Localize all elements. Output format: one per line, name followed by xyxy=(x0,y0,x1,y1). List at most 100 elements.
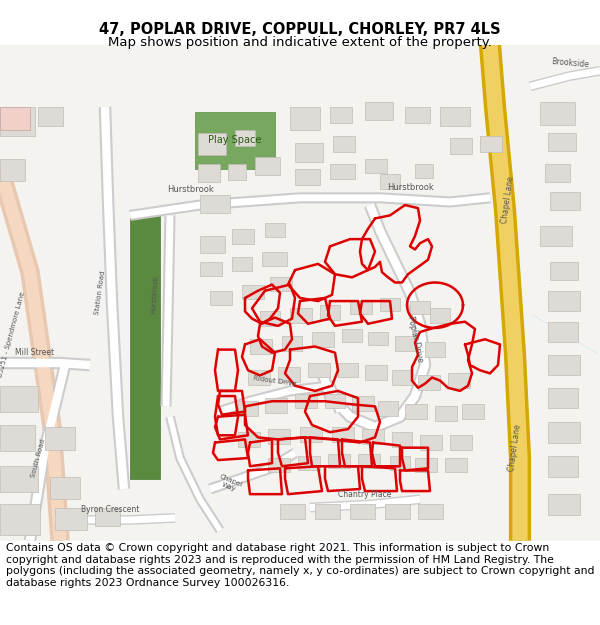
Bar xyxy=(238,401,258,416)
Bar xyxy=(548,132,576,151)
Bar xyxy=(358,454,380,468)
Bar xyxy=(248,370,270,385)
Bar xyxy=(282,336,302,351)
Bar xyxy=(365,159,387,173)
Bar xyxy=(290,308,312,322)
Bar xyxy=(265,398,287,412)
Bar xyxy=(385,504,410,519)
Bar xyxy=(548,456,578,477)
Bar xyxy=(435,406,457,421)
Bar xyxy=(290,107,320,129)
Text: Station Road: Station Road xyxy=(94,271,106,315)
Bar xyxy=(45,427,75,450)
Bar xyxy=(268,429,290,444)
Bar xyxy=(365,365,387,379)
Bar xyxy=(255,156,280,175)
Bar xyxy=(395,336,415,351)
Bar xyxy=(268,458,290,472)
Bar xyxy=(0,386,38,411)
Bar xyxy=(38,107,63,126)
Bar xyxy=(338,363,358,378)
Bar xyxy=(548,291,580,311)
Bar xyxy=(548,494,580,515)
Bar xyxy=(410,301,430,314)
Text: Play Space: Play Space xyxy=(208,135,262,145)
Bar xyxy=(262,251,287,266)
Bar xyxy=(300,427,322,441)
Text: 47, POPLAR DRIVE, COPPULL, CHORLEY, PR7 4LS: 47, POPLAR DRIVE, COPPULL, CHORLEY, PR7 … xyxy=(99,22,501,37)
Bar xyxy=(232,257,252,271)
Bar xyxy=(350,301,372,314)
Bar xyxy=(0,107,30,129)
Bar xyxy=(445,458,467,472)
Bar xyxy=(342,329,362,342)
Bar xyxy=(328,454,350,468)
Bar xyxy=(380,298,400,311)
Bar xyxy=(0,159,25,181)
Bar xyxy=(232,229,254,244)
Polygon shape xyxy=(130,210,160,479)
Text: Byron Crescent: Byron Crescent xyxy=(81,505,139,514)
Bar xyxy=(378,401,398,416)
Bar xyxy=(368,332,388,346)
Text: Chapel Lane: Chapel Lane xyxy=(507,424,523,472)
Text: Chapel Lane: Chapel Lane xyxy=(500,176,516,224)
Bar xyxy=(315,504,340,519)
Text: Chapel
Way: Chapel Way xyxy=(217,473,244,494)
Bar xyxy=(425,342,445,357)
Bar xyxy=(333,136,355,152)
Text: Hurstbrook: Hurstbrook xyxy=(167,184,214,194)
Bar xyxy=(550,262,578,281)
Bar xyxy=(278,367,300,382)
Bar xyxy=(0,425,35,451)
Bar xyxy=(235,129,255,146)
Bar xyxy=(330,164,355,179)
Bar xyxy=(95,508,120,526)
Bar xyxy=(295,143,323,162)
Bar xyxy=(55,508,87,530)
Bar xyxy=(270,278,292,291)
Bar xyxy=(548,388,578,409)
Bar xyxy=(545,164,570,182)
Bar xyxy=(332,427,354,441)
Bar xyxy=(380,174,400,189)
Bar xyxy=(365,102,393,121)
Bar xyxy=(450,138,472,154)
Bar xyxy=(250,339,272,354)
Bar xyxy=(325,394,345,409)
Text: Map shows position and indicative extent of the property.: Map shows position and indicative extent… xyxy=(108,36,492,49)
Bar xyxy=(0,107,35,136)
Bar xyxy=(260,311,280,326)
Bar xyxy=(352,396,374,411)
Bar xyxy=(430,308,450,322)
Bar xyxy=(350,504,375,519)
Text: South Road: South Road xyxy=(30,438,46,478)
Bar xyxy=(295,394,317,409)
Bar xyxy=(418,504,443,519)
Bar xyxy=(448,373,470,388)
Bar xyxy=(330,107,352,124)
Bar xyxy=(308,363,330,378)
Bar xyxy=(415,164,433,178)
Bar xyxy=(405,107,430,124)
Text: Mill Street: Mill Street xyxy=(16,348,55,357)
Bar xyxy=(462,404,484,419)
Text: Hurstbrook: Hurstbrook xyxy=(386,182,433,191)
Bar xyxy=(418,376,440,390)
Bar xyxy=(548,355,580,376)
Bar xyxy=(195,112,275,169)
Bar xyxy=(198,132,226,156)
Bar xyxy=(50,477,80,499)
Bar xyxy=(440,107,470,126)
Text: Ridout Drive: Ridout Drive xyxy=(253,374,297,387)
Text: B5251 - Spendmore Lane: B5251 - Spendmore Lane xyxy=(0,291,26,378)
Bar xyxy=(200,262,222,276)
Bar xyxy=(312,332,334,346)
Bar xyxy=(198,164,220,182)
Bar xyxy=(390,456,410,471)
Text: Poplar Drive: Poplar Drive xyxy=(406,316,424,363)
Bar xyxy=(450,435,472,450)
Text: Brookside: Brookside xyxy=(551,58,589,70)
Bar xyxy=(242,284,264,299)
Bar xyxy=(228,164,246,180)
